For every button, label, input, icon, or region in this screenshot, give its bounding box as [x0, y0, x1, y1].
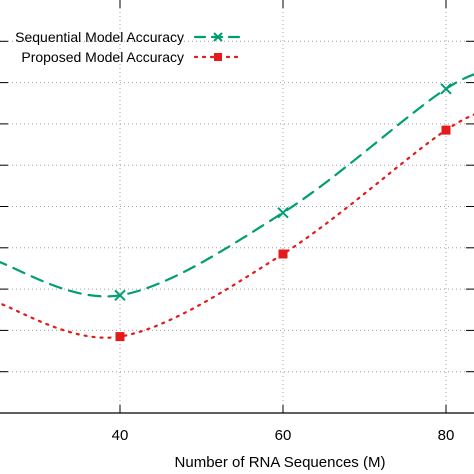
marker-stroke	[277, 206, 289, 219]
legend: Sequential Model Accuracy Proposed Model …	[15, 29, 242, 65]
data-point	[114, 289, 126, 302]
legend-label: Proposed Model Accuracy	[21, 49, 184, 65]
legend-marker	[213, 32, 223, 42]
data-point	[440, 83, 452, 95]
series-line-1	[0, 73, 474, 298]
x-tick-label: 60	[275, 427, 292, 444]
axes	[0, 0, 474, 414]
data-point	[115, 332, 125, 342]
grid	[0, 0, 474, 413]
x-axis-label: Number of RNA Sequences (M)	[175, 454, 386, 471]
series-line-2	[0, 113, 474, 339]
legend-marker	[214, 53, 222, 61]
marker-stroke	[440, 83, 452, 95]
data-point	[278, 249, 288, 259]
tick-labels: 40 60 80	[112, 427, 455, 444]
data-point	[441, 125, 451, 135]
x-tick-label: 80	[438, 427, 455, 444]
legend-label: Sequential Model Accuracy	[15, 29, 184, 45]
x-tick-label: 40	[112, 427, 129, 444]
data-point	[277, 206, 289, 219]
series-layer	[0, 73, 474, 342]
marker-stroke	[114, 289, 126, 302]
